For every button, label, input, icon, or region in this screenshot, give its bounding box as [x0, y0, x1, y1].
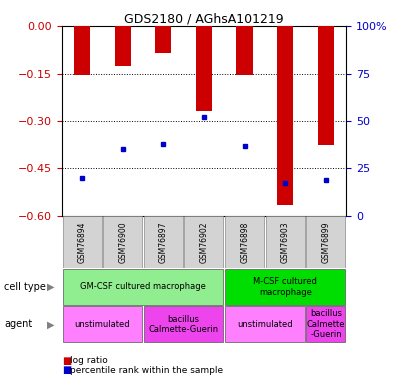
- Bar: [103, 216, 142, 268]
- Text: bacillus
Calmette
-Guerin: bacillus Calmette -Guerin: [307, 309, 345, 339]
- Bar: [225, 306, 305, 342]
- Bar: [306, 216, 345, 268]
- Title: GDS2180 / AGhsA101219: GDS2180 / AGhsA101219: [124, 12, 284, 25]
- Text: percentile rank within the sample: percentile rank within the sample: [70, 366, 223, 375]
- Text: GSM76900: GSM76900: [118, 221, 127, 262]
- Bar: [115, 26, 131, 66]
- Text: GM-CSF cultured macrophage: GM-CSF cultured macrophage: [80, 282, 206, 291]
- Text: unstimulated: unstimulated: [237, 320, 293, 329]
- Text: GSM76903: GSM76903: [281, 221, 290, 262]
- Bar: [62, 269, 224, 305]
- Bar: [184, 216, 224, 268]
- Text: GSM76897: GSM76897: [159, 221, 168, 262]
- Bar: [277, 26, 293, 205]
- Bar: [306, 306, 345, 342]
- Bar: [62, 306, 142, 342]
- Bar: [225, 269, 345, 305]
- Text: GSM76894: GSM76894: [78, 221, 86, 262]
- Text: ■: ■: [62, 356, 71, 366]
- Bar: [318, 26, 334, 145]
- Text: GSM76898: GSM76898: [240, 221, 249, 262]
- Text: ▶: ▶: [47, 282, 55, 292]
- Bar: [225, 216, 264, 268]
- Bar: [62, 216, 101, 268]
- Bar: [144, 306, 224, 342]
- Bar: [144, 216, 183, 268]
- Text: GSM76899: GSM76899: [322, 221, 330, 262]
- Text: GSM76902: GSM76902: [199, 221, 209, 262]
- Text: agent: agent: [4, 320, 32, 329]
- Bar: [266, 216, 305, 268]
- Text: cell type: cell type: [4, 282, 46, 292]
- Bar: [236, 26, 253, 75]
- Bar: [196, 26, 212, 111]
- Text: ■: ■: [62, 366, 71, 375]
- Text: log ratio: log ratio: [70, 356, 107, 365]
- Text: bacillus
Calmette-Guerin: bacillus Calmette-Guerin: [148, 315, 219, 334]
- Text: M-CSF cultured
macrophage: M-CSF cultured macrophage: [254, 277, 317, 297]
- Text: unstimulated: unstimulated: [74, 320, 130, 329]
- Bar: [155, 26, 172, 53]
- Bar: [74, 26, 90, 75]
- Text: ▶: ▶: [47, 320, 55, 329]
